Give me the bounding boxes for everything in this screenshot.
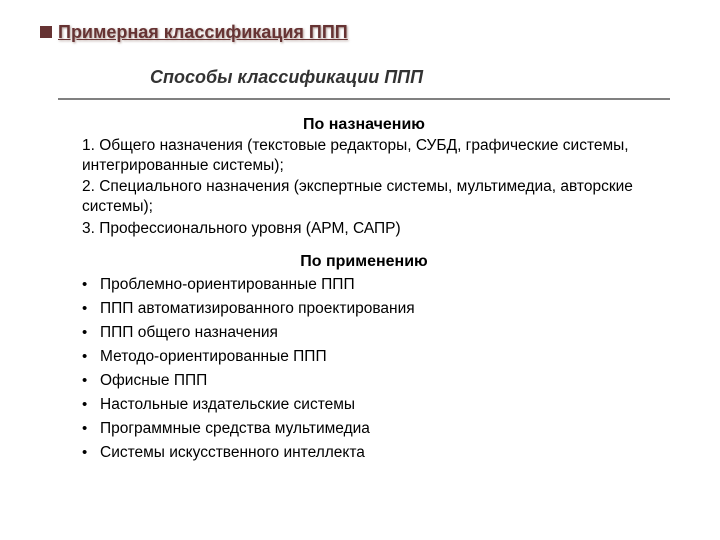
list-item: 1. Общего назначения (текстовые редактор… [82, 136, 670, 176]
subtitle: Способы классификации ППП [150, 67, 670, 88]
title-bullet-decoration [40, 26, 52, 38]
main-title: Примерная классификация ППП [58, 22, 670, 43]
section-by-application: По применению Проблемно-ориентированные … [58, 253, 670, 465]
section2-bullet-list: Проблемно-ориентированные ППП ППП автома… [58, 273, 670, 465]
list-item: ППП автоматизированного проектирования [100, 297, 670, 321]
section1-heading: По назначению [58, 116, 670, 134]
list-item: 3. Профессионального уровня (АРМ, САПР) [82, 219, 670, 239]
list-item: Системы искусственного интеллекта [100, 441, 670, 465]
list-item: Проблемно-ориентированные ППП [100, 273, 670, 297]
list-item: Офисные ППП [100, 369, 670, 393]
section-by-purpose: По назначению 1. Общего назначения (текс… [58, 116, 670, 239]
slide-container: Примерная классификация ППП Способы клас… [0, 0, 720, 485]
list-item: ППП общего назначения [100, 321, 670, 345]
section1-numbered-list: 1. Общего назначения (текстовые редактор… [58, 136, 670, 239]
list-item: Методо-ориентированные ППП [100, 345, 670, 369]
list-item: Программные средства мультимедиа [100, 417, 670, 441]
horizontal-rule [58, 98, 670, 100]
list-item: Настольные издательские системы [100, 393, 670, 417]
list-item: 2. Специального назначения (экспертные с… [82, 177, 670, 217]
section2-heading: По применению [58, 253, 670, 271]
